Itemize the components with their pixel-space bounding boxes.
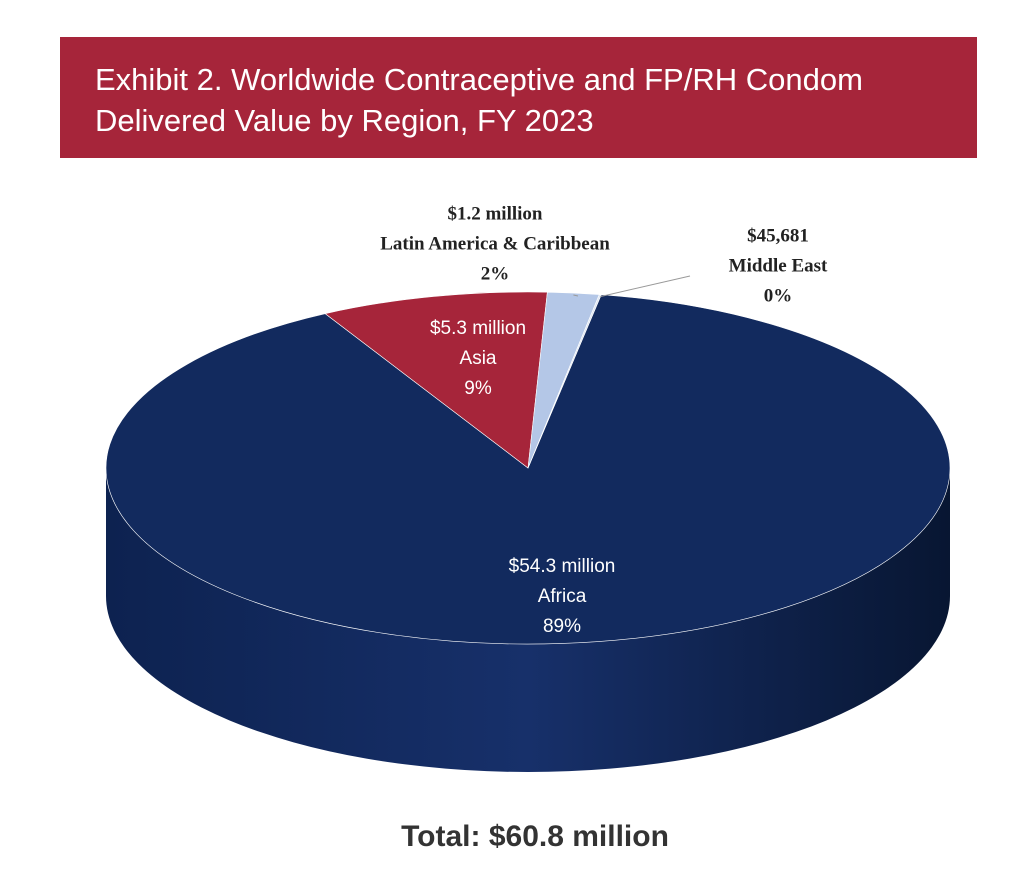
title-banner: Exhibit 2. Worldwide Contraceptive and F… bbox=[60, 37, 977, 158]
leader-line bbox=[600, 275, 691, 298]
category-label: Middle East bbox=[729, 255, 828, 276]
pie-side bbox=[106, 468, 950, 772]
percent-label: 0% bbox=[764, 285, 793, 306]
pie-slice bbox=[527, 294, 602, 469]
data-label: $1.2 million bbox=[447, 203, 542, 224]
data-label: $45,681 bbox=[747, 225, 809, 246]
category-label: Asia bbox=[460, 348, 497, 369]
pie-slice bbox=[105, 294, 951, 645]
pie-slice bbox=[324, 291, 548, 469]
percent-label: 2% bbox=[481, 263, 510, 284]
leader-line bbox=[573, 294, 579, 297]
chart-title: Exhibit 2. Worldwide Contraceptive and F… bbox=[95, 62, 863, 138]
data-label: $54.3 million bbox=[509, 556, 616, 577]
percent-label: 9% bbox=[464, 378, 492, 399]
category-label: Latin America & Caribbean bbox=[380, 233, 610, 254]
total-label: Total: $60.8 million bbox=[401, 820, 669, 853]
category-label: Africa bbox=[538, 586, 587, 607]
data-label: $5.3 million bbox=[430, 318, 526, 339]
percent-label: 89% bbox=[543, 616, 581, 637]
